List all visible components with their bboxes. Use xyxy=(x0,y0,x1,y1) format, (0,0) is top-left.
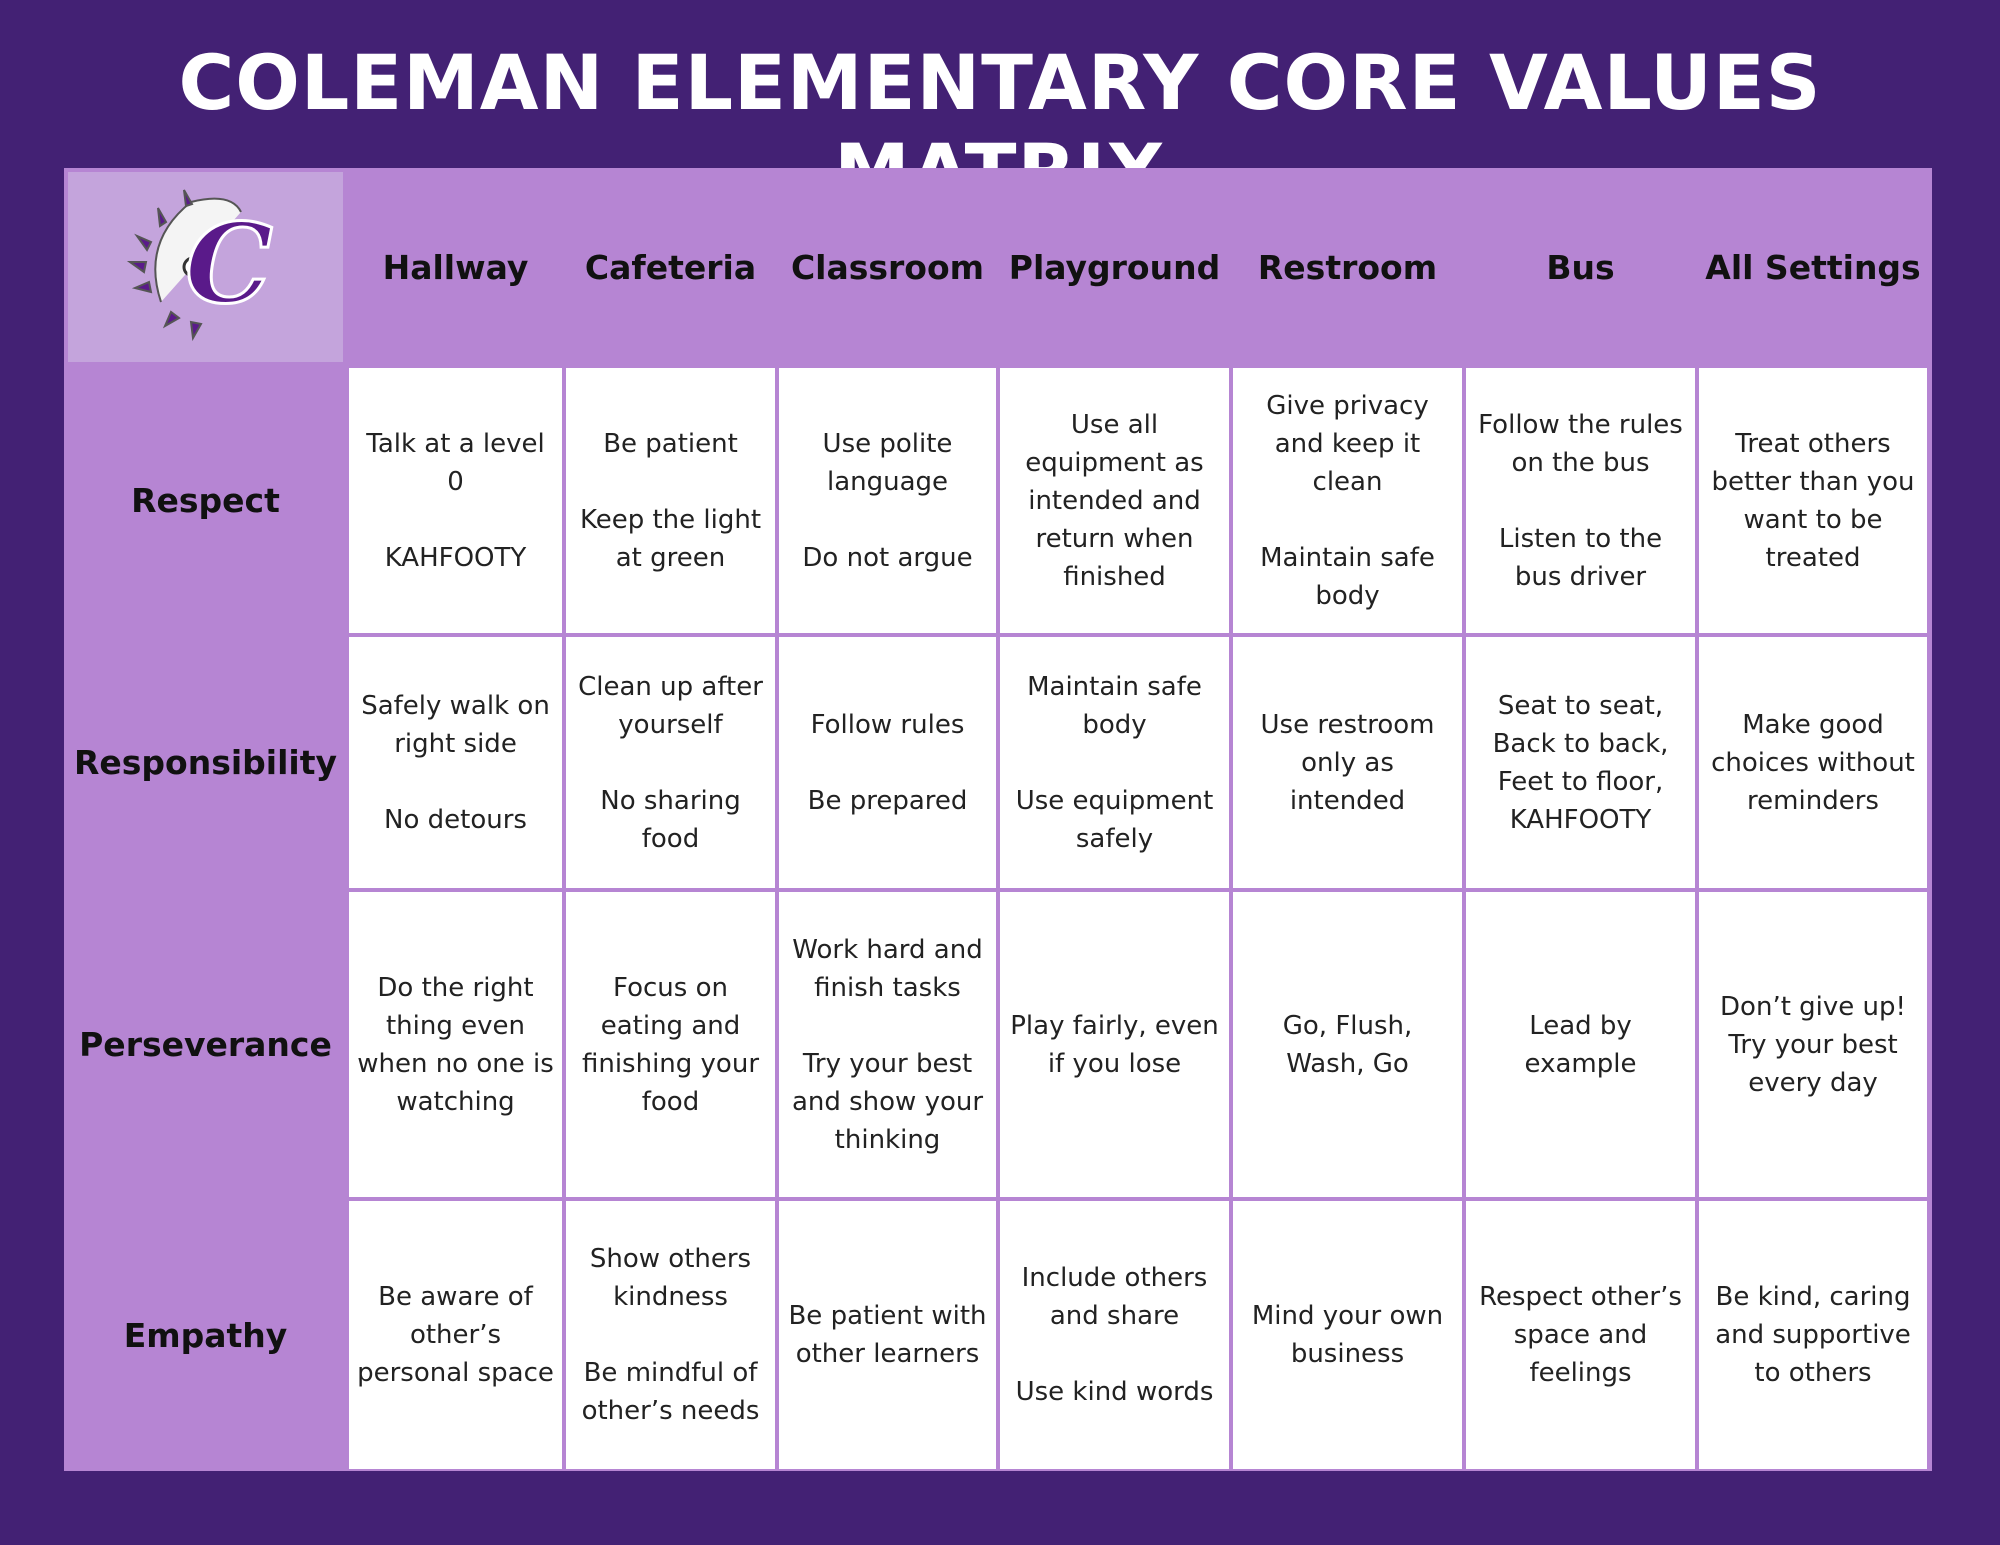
cell-text: No sharing food xyxy=(600,785,741,854)
logo-cell: C xyxy=(68,172,343,362)
table-cell: Be patient with other learners xyxy=(779,1201,996,1469)
cell-text: Use polite language xyxy=(822,428,953,497)
cell-text: Be aware of other’s personal space xyxy=(357,1282,554,1388)
table-cell: Be kind, caring and supportive to others xyxy=(1699,1201,1927,1469)
cell-text: Treat others better than you want to be … xyxy=(1711,428,1915,573)
logo: C xyxy=(126,189,274,342)
cell-text: Focus on eating and finishing your food xyxy=(581,972,760,1117)
column-header: All Settings xyxy=(1705,247,1921,287)
cell-text: Play fairly, even if you lose xyxy=(1010,1010,1219,1079)
row-label: Respect xyxy=(131,481,280,520)
cell-text: Use equipment safely xyxy=(1015,785,1214,854)
table-cell: Be patient Keep the light at green xyxy=(566,368,775,633)
cell-text: Maintain safe body xyxy=(1027,671,1202,740)
table-cell: Respect other’s space and feelings xyxy=(1466,1201,1695,1469)
table-cell: Safely walk on right side No detours xyxy=(349,637,562,888)
cell-text: Include others and share xyxy=(1021,1263,1208,1331)
cell-text: Listen to the bus driver xyxy=(1498,523,1663,592)
cell-text: Keep the light at green xyxy=(579,504,762,573)
column-header: Restroom xyxy=(1257,247,1438,287)
cell-text: Use kind words xyxy=(1015,1377,1214,1407)
cell-text: Be patient xyxy=(603,428,738,459)
table-cell: Lead by example xyxy=(1466,892,1695,1197)
cell-text: Use restroom only as intended xyxy=(1260,709,1435,816)
cell-text: Do not argue xyxy=(802,542,973,573)
cell-text: Use all equipment as intended and return… xyxy=(1025,409,1204,592)
cell-text: Be kind, caring and supportive to others xyxy=(1715,1282,1911,1388)
row-label: Perseverance xyxy=(79,1025,332,1064)
cell-text: Go, Flush, Wash, Go xyxy=(1282,1010,1413,1079)
table-cell: Show others kindness Be mindful of other’… xyxy=(566,1201,775,1469)
table-cell: Go, Flush, Wash, Go xyxy=(1233,892,1462,1197)
table-cell: Seat to seat, Back to back, Feet to floo… xyxy=(1466,637,1695,888)
table-cell: Follow the rules on the bus Listen to the… xyxy=(1466,368,1695,633)
cell-text: KAHFOOTY xyxy=(384,542,527,573)
table-cell: Do the right thing even when no one is w… xyxy=(349,892,562,1197)
cell-text: Don’t give up! Try your best every day xyxy=(1720,991,1906,1098)
cell-text: No detours xyxy=(384,804,527,835)
cell-text: Safely walk on right side xyxy=(361,690,550,759)
cell-text: Work hard and finish tasks xyxy=(792,934,983,1003)
cell-text: Respect other’s space and feelings xyxy=(1479,1282,1682,1388)
matrix-table: C Hallway Cafeteria Classroom Playground Res… xyxy=(64,168,1929,1471)
cell-text: Give privacy and keep it clean xyxy=(1266,390,1429,497)
table-cell: Make good choices without reminders xyxy=(1699,637,1927,888)
cell-text: Try your best and show your thinking xyxy=(791,1048,984,1155)
table-cell: Use all equipment as intended and return… xyxy=(1000,368,1229,633)
cell-text: Lead by example xyxy=(1524,1010,1637,1079)
table-cell: Work hard and finish tasks Try your best … xyxy=(779,892,996,1197)
table-cell: Clean up after yourself No sharing food xyxy=(566,637,775,888)
table-cell: Mind your own business xyxy=(1233,1201,1462,1469)
table-cell: Follow rules Be prepared xyxy=(779,637,996,888)
cell-text: Be patient with other learners xyxy=(788,1301,987,1369)
row-label: Empathy xyxy=(123,1315,288,1355)
table-cell: Be aware of other’s personal space xyxy=(349,1201,562,1469)
table-cell: Don’t give up! Try your best every day xyxy=(1699,892,1927,1197)
cell-text: Be mindful of other’s needs xyxy=(581,1358,760,1426)
table-cell: Treat others better than you want to be … xyxy=(1699,368,1927,633)
row-label: Responsibility xyxy=(73,743,338,782)
svg-text:C: C xyxy=(185,199,273,328)
column-header: Playground xyxy=(1008,247,1221,287)
cell-text: Maintain safe body xyxy=(1260,542,1435,611)
table-cell: Give privacy and keep it clean Maintain s… xyxy=(1233,368,1462,633)
cell-text: Mind your own business xyxy=(1251,1301,1444,1369)
column-header: Classroom xyxy=(790,247,985,287)
cell-text: Talk at a level 0 xyxy=(366,428,545,497)
cell-text: Clean up after yourself xyxy=(578,671,763,740)
cell-text: Be prepared xyxy=(807,785,968,816)
matrix-panel: C Hallway Cafeteria Classroom Playground Res… xyxy=(64,168,1932,1471)
cell-text: Seat to seat, Back to back, Feet to floo… xyxy=(1492,690,1669,835)
table-cell: Talk at a level 0 KAHFOOTY xyxy=(349,368,562,633)
table-cell: Focus on eating and finishing your food xyxy=(566,892,775,1197)
column-header: Hallway xyxy=(382,247,529,287)
cell-text: Follow rules xyxy=(810,709,965,740)
column-header: Bus xyxy=(1546,247,1615,287)
cell-text: Do the right thing even when no one is w… xyxy=(357,972,554,1117)
table-cell: Maintain safe body Use equipment safely xyxy=(1000,637,1229,888)
table-cell: Play fairly, even if you lose xyxy=(1000,892,1229,1197)
table-cell: Use polite language Do not argue xyxy=(779,368,996,633)
cell-text: Follow the rules on the bus xyxy=(1478,409,1683,478)
cell-text: Show others kindness xyxy=(589,1244,752,1312)
column-header: Cafeteria xyxy=(584,247,757,287)
cell-text: Make good choices without reminders xyxy=(1711,709,1915,816)
table-cell: Use restroom only as intended xyxy=(1233,637,1462,888)
table-cell: Include others and share Use kind words xyxy=(1000,1201,1229,1469)
